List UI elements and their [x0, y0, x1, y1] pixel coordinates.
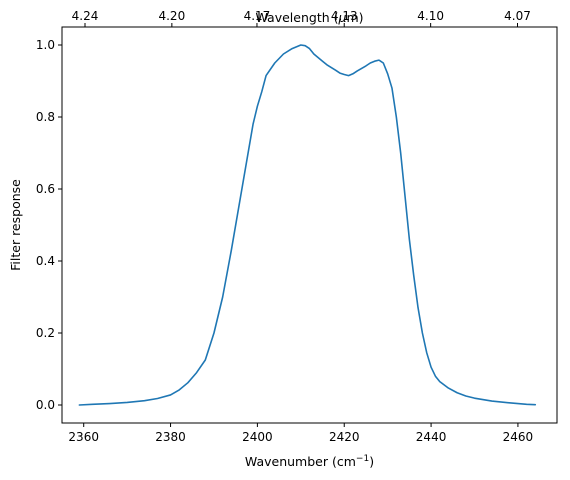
x-tick-label: 2400: [242, 430, 273, 444]
x-tick-label: 2440: [416, 430, 447, 444]
top-tick-label: 4.10: [417, 9, 444, 23]
top-tick-label: 4.13: [331, 9, 358, 23]
top-tick-label: 4.17: [244, 9, 271, 23]
x-axis-label: Wavenumber (cm−1): [245, 454, 374, 469]
x-axis-label-superscript: −1: [356, 454, 369, 464]
x-tick-label: 2420: [329, 430, 360, 444]
top-axis-label-suffix: m): [346, 10, 363, 25]
top-axis-label-prefix: Wavelength (: [255, 10, 338, 25]
y-tick-label: 0.6: [36, 182, 55, 196]
top-axis-label-symbol: μ: [338, 10, 347, 25]
x-tick-label: 2460: [503, 430, 534, 444]
x-axis-label-text: Wavenumber (cm: [245, 454, 356, 469]
top-tick-label: 4.24: [72, 9, 99, 23]
x-axis-label-suffix: ): [369, 454, 374, 469]
top-tick-label: 4.07: [504, 9, 531, 23]
y-tick-label: 0.2: [36, 326, 55, 340]
filter-response-line: [78, 44, 537, 406]
y-tick-label: 0.4: [36, 254, 55, 268]
y-tick-label: 1.0: [36, 38, 55, 52]
x-tick-label: 2380: [155, 430, 186, 444]
y-axis-label: Filter response: [8, 179, 23, 271]
top-tick-label: 4.20: [158, 9, 185, 23]
x-tick-label: 2360: [68, 430, 99, 444]
y-tick-label: 0.8: [36, 110, 55, 124]
plot-frame: [61, 26, 558, 424]
y-tick-label: 0.0: [36, 398, 55, 412]
plot-layer: [78, 44, 537, 406]
ticks-layer: 2360 2380 2400 2420 2440 2460 0.0 0.2 0.4 0.6 0.8 1…: [36, 9, 533, 444]
top-axis-label: Wavelength (μm): [255, 10, 363, 25]
